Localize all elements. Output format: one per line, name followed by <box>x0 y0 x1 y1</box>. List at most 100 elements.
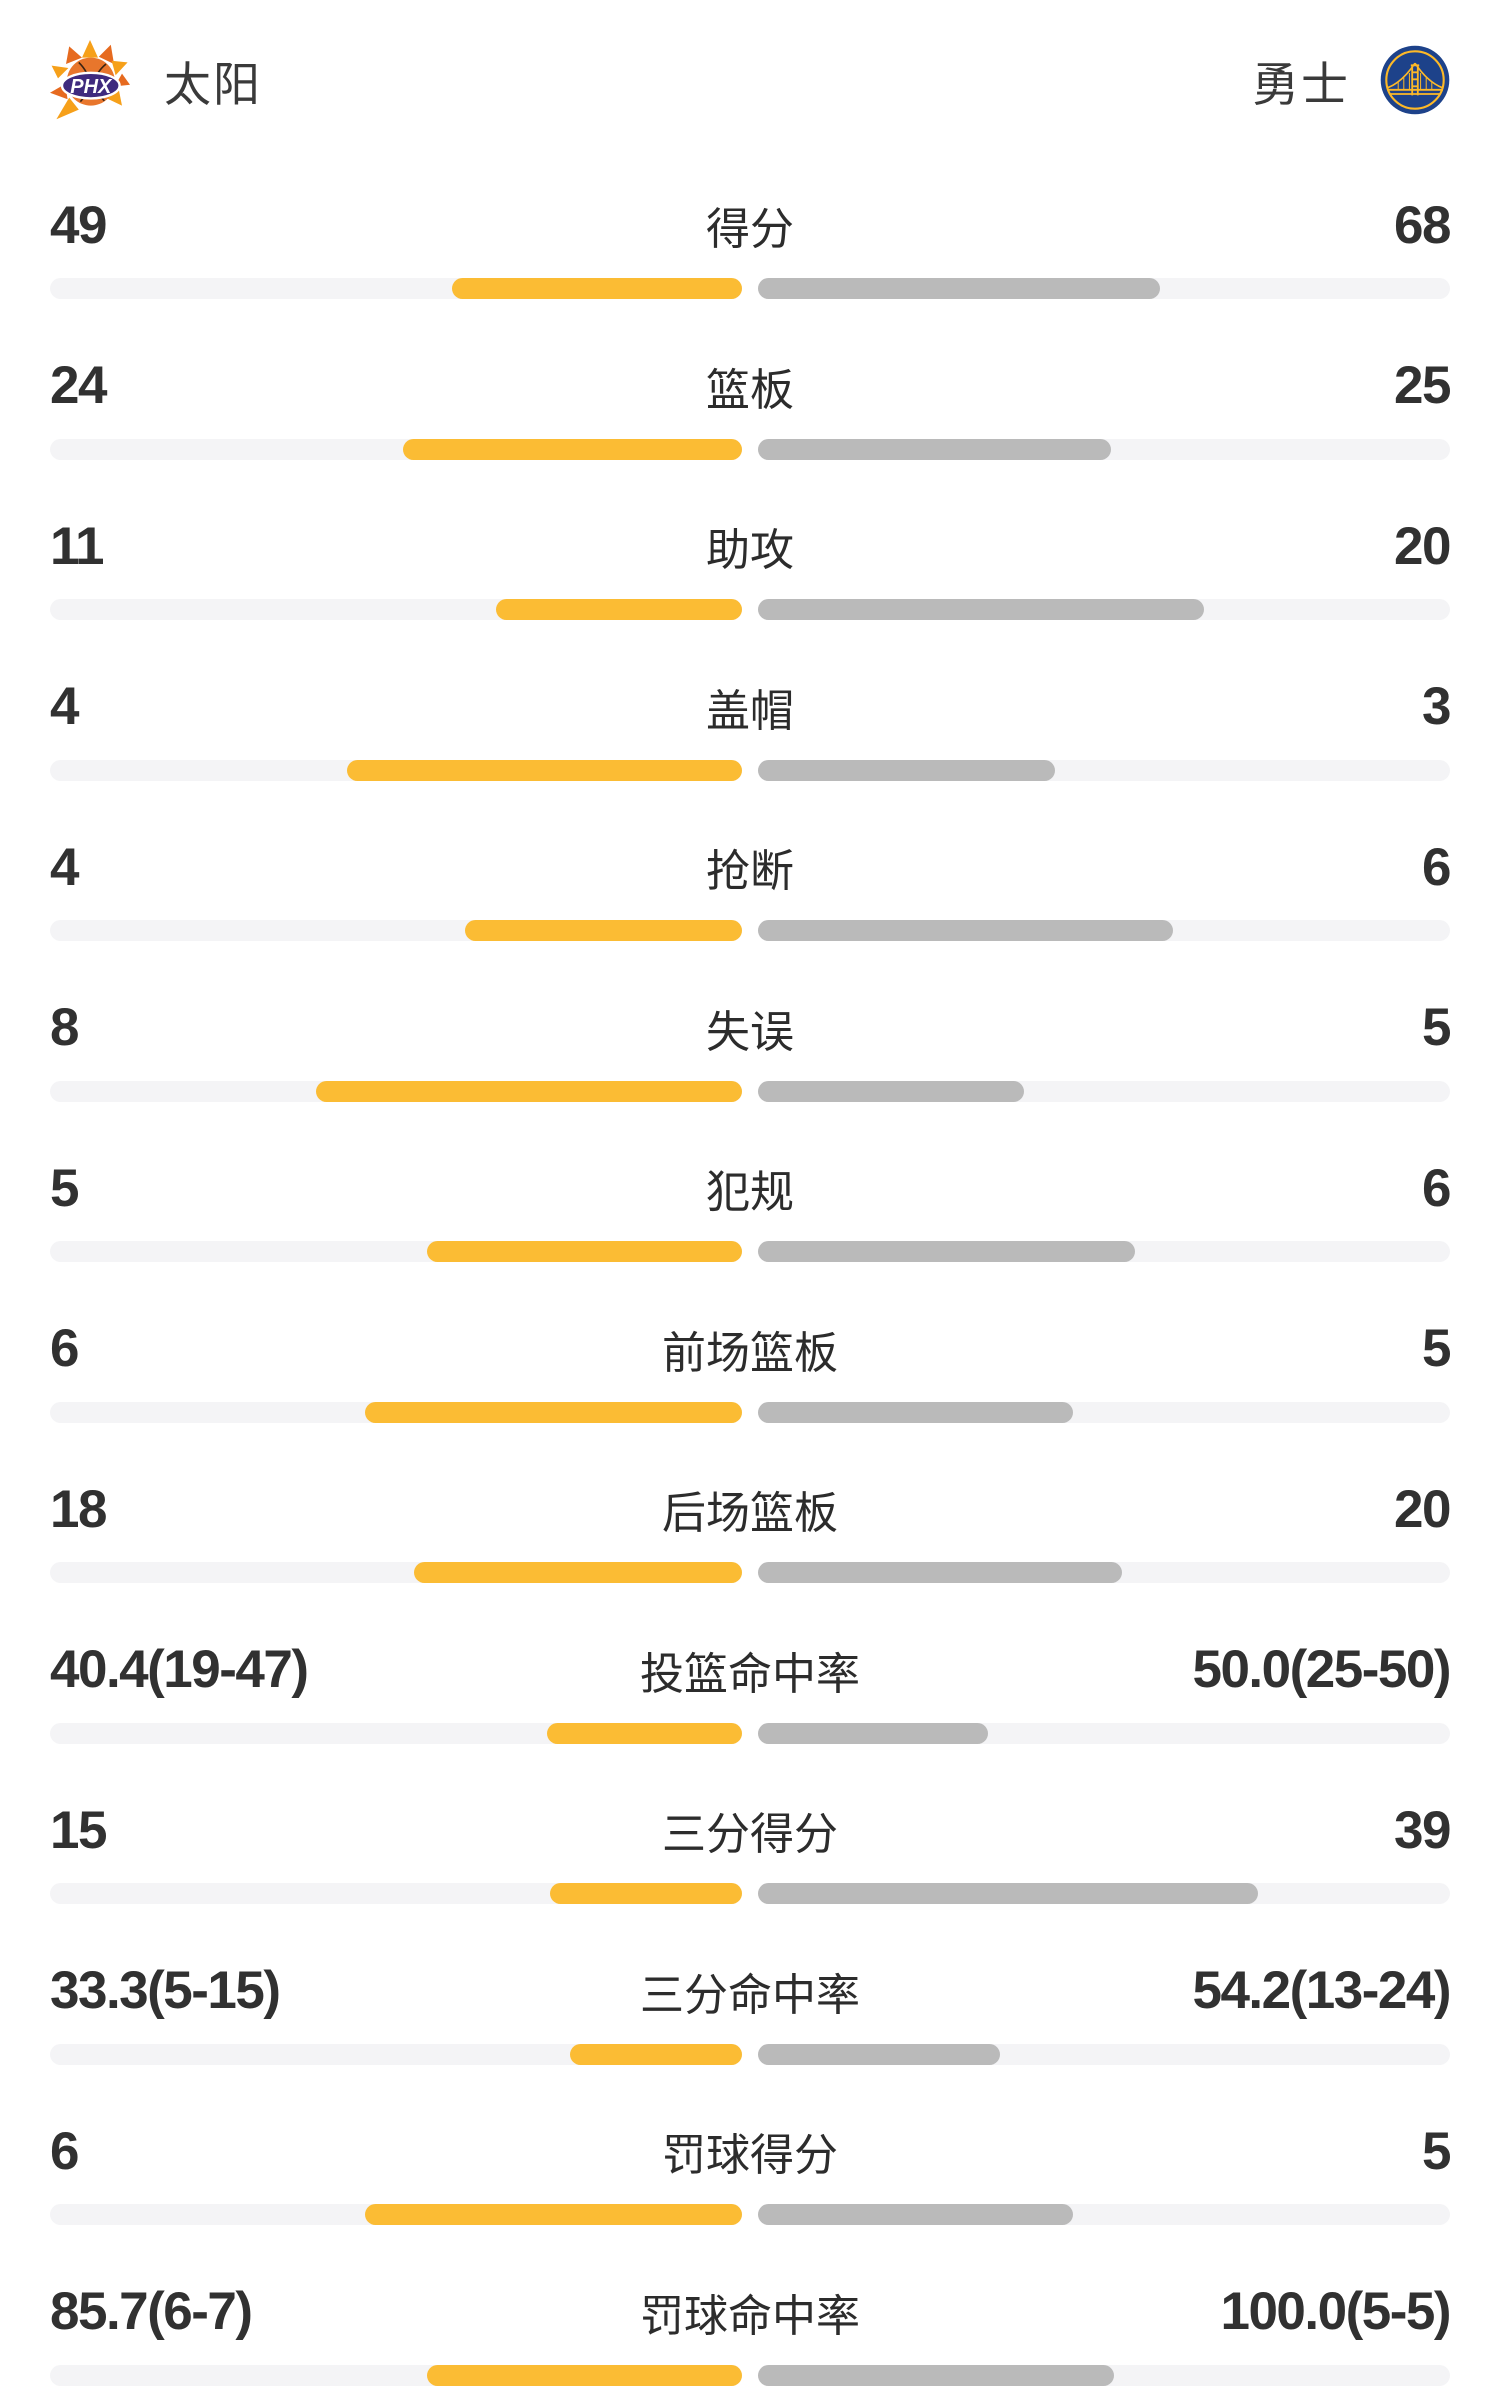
stat-row: 8 失误 5 <box>50 961 1450 1122</box>
left-bar-track <box>50 278 742 299</box>
right-bar-track <box>758 599 1450 620</box>
stat-row-line: 18 后场篮板 20 <box>50 1476 1450 1542</box>
right-team-value: 5 <box>1422 2121 1450 2182</box>
left-team-bar <box>316 1081 742 1102</box>
left-bar-track <box>50 439 742 460</box>
stat-label: 失误 <box>706 996 794 1060</box>
right-team-bar <box>758 1241 1135 1262</box>
left-bar-track <box>50 2204 742 2225</box>
stat-bar <box>50 760 1450 781</box>
left-bar-track <box>50 1402 742 1423</box>
right-team-bar <box>758 920 1173 941</box>
stat-label: 三分得分 <box>662 1798 838 1862</box>
right-team-value: 5 <box>1422 997 1450 1058</box>
left-team-bar <box>365 1402 742 1423</box>
right-team-value: 100.0(5-5) <box>1220 2281 1450 2342</box>
stat-bar <box>50 599 1450 620</box>
stat-label: 后场篮板 <box>662 1477 838 1541</box>
stat-bar <box>50 1723 1450 1744</box>
stat-label: 抢断 <box>706 835 794 899</box>
right-bar-track <box>758 1081 1450 1102</box>
stat-label: 犯规 <box>706 1156 794 1220</box>
left-team-value: 33.3(5-15) <box>50 1960 280 2021</box>
right-bar-track <box>758 278 1450 299</box>
left-team-bar <box>427 2365 742 2386</box>
right-team-bar <box>758 1562 1122 1583</box>
left-team-bar <box>550 1883 742 1904</box>
right-team-bar <box>758 2204 1073 2225</box>
stat-label: 篮板 <box>706 354 794 418</box>
right-bar-track <box>758 1241 1450 1262</box>
stat-label: 盖帽 <box>706 675 794 739</box>
golden-state-warriors-logo-icon <box>1380 45 1450 115</box>
left-bar-track <box>50 760 742 781</box>
left-team-value: 5 <box>50 1158 78 1219</box>
right-team-bar <box>758 1883 1258 1904</box>
left-team-value: 8 <box>50 997 78 1058</box>
stat-bar <box>50 920 1450 941</box>
right-team-value: 20 <box>1394 516 1450 577</box>
stat-bar <box>50 1883 1450 1904</box>
left-bar-track <box>50 1883 742 1904</box>
right-bar-track <box>758 760 1450 781</box>
right-team-value: 39 <box>1394 1800 1450 1861</box>
left-team-bar <box>465 920 742 941</box>
right-bar-track <box>758 439 1450 460</box>
stat-label: 三分命中率 <box>640 1959 860 2023</box>
right-team-bar <box>758 2044 1000 2065</box>
stat-bar <box>50 2204 1450 2225</box>
right-team-value: 20 <box>1394 1479 1450 1540</box>
stat-row-line: 85.7(6-7) 罚球命中率 100.0(5-5) <box>50 2279 1450 2345</box>
svg-text:PHX: PHX <box>70 76 113 98</box>
right-team-bar <box>758 278 1160 299</box>
left-team-value: 24 <box>50 355 106 416</box>
left-bar-track <box>50 599 742 620</box>
stat-label: 罚球命中率 <box>640 2280 860 2344</box>
stat-label: 罚球得分 <box>662 2119 838 2183</box>
left-team-bar <box>427 1241 742 1262</box>
left-team-value: 85.7(6-7) <box>50 2281 252 2342</box>
team-right: 勇士 <box>1252 45 1450 115</box>
stat-row: 85.7(6-7) 罚球命中率 100.0(5-5) <box>50 2245 1450 2405</box>
stat-label: 助攻 <box>706 514 794 578</box>
left-team-value: 18 <box>50 1479 106 1540</box>
right-team-bar <box>758 2365 1114 2386</box>
left-team-bar <box>547 1723 742 1744</box>
left-team-value: 4 <box>50 837 78 898</box>
stat-label: 得分 <box>706 193 794 257</box>
phoenix-suns-logo-icon: PHX <box>50 38 130 122</box>
stat-bar <box>50 1562 1450 1583</box>
left-bar-track <box>50 1081 742 1102</box>
stat-row: 18 后场篮板 20 <box>50 1442 1450 1603</box>
left-team-bar <box>365 2204 742 2225</box>
right-team-value: 3 <box>1422 676 1450 737</box>
left-team-bar <box>414 1562 742 1583</box>
stat-bar <box>50 2044 1450 2065</box>
right-bar-track <box>758 1562 1450 1583</box>
left-team-value: 6 <box>50 1318 78 1379</box>
stat-bar <box>50 2365 1450 2386</box>
left-bar-track <box>50 1723 742 1744</box>
right-bar-track <box>758 1883 1450 1904</box>
stat-row-line: 8 失误 5 <box>50 995 1450 1061</box>
right-team-bar <box>758 1081 1024 1102</box>
right-bar-track <box>758 1723 1450 1744</box>
